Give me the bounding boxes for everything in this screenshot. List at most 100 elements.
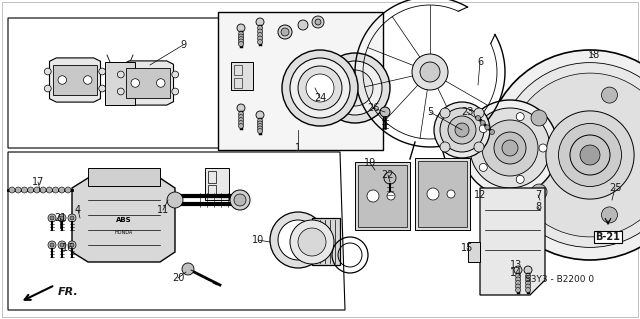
Circle shape xyxy=(34,187,40,193)
Bar xyxy=(88,168,160,186)
Text: 20: 20 xyxy=(172,273,184,283)
Circle shape xyxy=(239,123,243,129)
Polygon shape xyxy=(312,218,340,265)
Circle shape xyxy=(515,277,520,282)
Polygon shape xyxy=(355,162,410,230)
Circle shape xyxy=(70,216,74,220)
Polygon shape xyxy=(468,242,480,262)
Circle shape xyxy=(257,123,262,129)
Circle shape xyxy=(525,287,531,293)
Circle shape xyxy=(531,110,547,126)
Circle shape xyxy=(239,41,243,47)
Circle shape xyxy=(412,54,448,90)
Circle shape xyxy=(58,76,67,84)
Circle shape xyxy=(440,108,484,152)
Circle shape xyxy=(44,68,51,75)
Circle shape xyxy=(281,28,289,36)
Circle shape xyxy=(312,16,324,28)
Text: 25: 25 xyxy=(609,183,621,193)
Polygon shape xyxy=(126,68,170,98)
Circle shape xyxy=(546,111,634,199)
Circle shape xyxy=(320,53,390,123)
Circle shape xyxy=(131,79,140,87)
Circle shape xyxy=(99,85,106,92)
Circle shape xyxy=(257,121,262,126)
Text: 16: 16 xyxy=(62,243,74,253)
Circle shape xyxy=(157,79,165,87)
Circle shape xyxy=(290,58,350,118)
Circle shape xyxy=(239,117,243,122)
Text: 24: 24 xyxy=(314,93,326,103)
Circle shape xyxy=(531,184,547,200)
Circle shape xyxy=(65,187,71,193)
Circle shape xyxy=(380,107,390,117)
Text: 18: 18 xyxy=(588,50,600,60)
Circle shape xyxy=(502,140,518,156)
Circle shape xyxy=(515,280,520,286)
Circle shape xyxy=(239,39,243,44)
Circle shape xyxy=(59,187,65,193)
Bar xyxy=(234,78,242,88)
Bar xyxy=(205,168,229,200)
Text: 14: 14 xyxy=(510,268,522,278)
Polygon shape xyxy=(415,158,470,230)
Circle shape xyxy=(524,266,532,274)
Circle shape xyxy=(172,71,179,78)
Bar xyxy=(208,171,216,183)
Circle shape xyxy=(237,104,245,112)
Polygon shape xyxy=(105,62,135,105)
Circle shape xyxy=(448,116,476,144)
Text: 10: 10 xyxy=(252,235,264,245)
Circle shape xyxy=(239,115,243,120)
Text: FR.: FR. xyxy=(58,287,78,297)
Circle shape xyxy=(480,120,485,125)
Circle shape xyxy=(40,187,46,193)
Circle shape xyxy=(474,142,484,152)
Circle shape xyxy=(490,130,495,135)
Circle shape xyxy=(239,112,243,116)
Circle shape xyxy=(525,273,531,278)
Text: 26: 26 xyxy=(367,103,379,113)
Circle shape xyxy=(479,163,487,171)
Circle shape xyxy=(602,87,618,103)
Circle shape xyxy=(68,241,76,249)
Circle shape xyxy=(315,19,321,25)
Circle shape xyxy=(60,243,64,247)
Circle shape xyxy=(257,118,262,123)
Circle shape xyxy=(234,194,246,206)
Circle shape xyxy=(298,20,308,30)
Circle shape xyxy=(337,70,373,106)
Text: 11: 11 xyxy=(157,205,169,215)
Circle shape xyxy=(270,212,326,268)
Polygon shape xyxy=(49,58,100,102)
Circle shape xyxy=(515,273,520,278)
Circle shape xyxy=(290,220,334,264)
Circle shape xyxy=(257,36,262,41)
Circle shape xyxy=(525,284,531,289)
Text: 22: 22 xyxy=(381,170,394,180)
Bar xyxy=(218,12,383,150)
Polygon shape xyxy=(480,188,545,295)
Circle shape xyxy=(525,277,531,282)
Circle shape xyxy=(48,241,56,249)
Circle shape xyxy=(479,125,487,133)
Bar xyxy=(208,185,216,197)
Circle shape xyxy=(257,29,262,34)
Circle shape xyxy=(384,172,396,184)
Circle shape xyxy=(498,63,640,248)
Text: ABS: ABS xyxy=(116,217,132,223)
Circle shape xyxy=(482,120,538,176)
Circle shape xyxy=(278,220,318,260)
Circle shape xyxy=(580,145,600,165)
Circle shape xyxy=(60,216,64,220)
Circle shape xyxy=(68,214,76,222)
Circle shape xyxy=(278,25,292,39)
Circle shape xyxy=(440,142,450,152)
Polygon shape xyxy=(358,165,407,227)
Text: 6: 6 xyxy=(477,57,483,67)
Circle shape xyxy=(46,187,52,193)
Circle shape xyxy=(50,243,54,247)
Text: 5: 5 xyxy=(427,107,433,117)
Text: 23: 23 xyxy=(461,107,473,117)
Text: 8: 8 xyxy=(535,202,541,212)
